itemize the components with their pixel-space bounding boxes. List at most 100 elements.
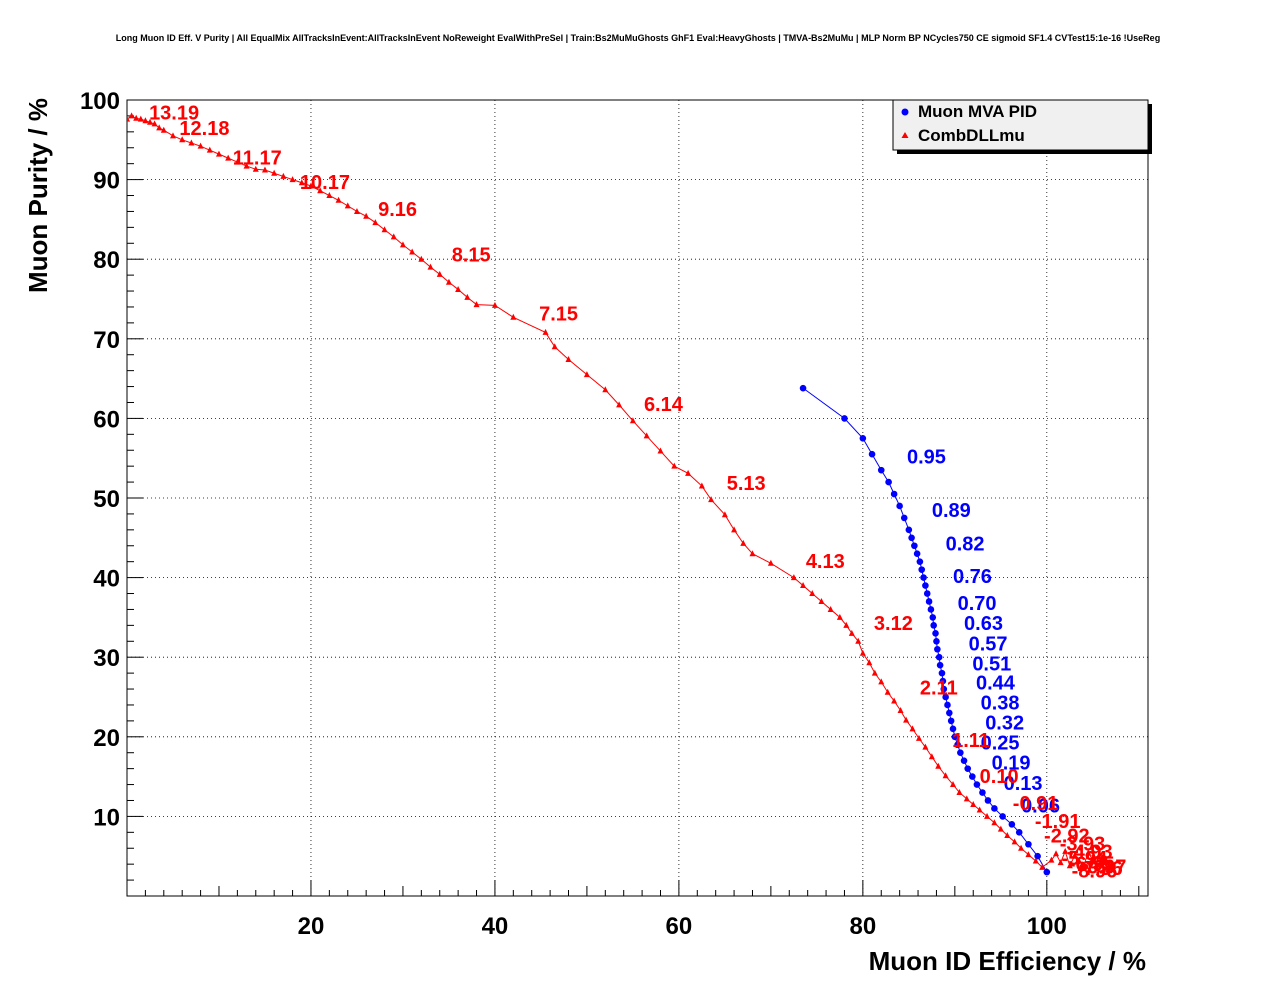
cut-label: 0.89 bbox=[932, 500, 971, 522]
data-point bbox=[542, 328, 549, 335]
data-point bbox=[445, 278, 452, 285]
cut-label: -0.91 bbox=[1013, 793, 1059, 815]
data-point bbox=[616, 401, 623, 408]
data-point bbox=[156, 124, 163, 131]
data-point bbox=[1057, 859, 1064, 866]
data-point bbox=[146, 118, 153, 125]
data-point bbox=[280, 172, 287, 179]
data-point bbox=[215, 150, 222, 157]
data-point bbox=[197, 142, 204, 149]
data-point bbox=[911, 542, 918, 550]
data-point bbox=[455, 285, 462, 292]
data-point bbox=[473, 301, 480, 308]
cut-label: 11.17 bbox=[233, 147, 282, 169]
data-point bbox=[1011, 838, 1018, 845]
data-point bbox=[896, 502, 903, 510]
data-point bbox=[923, 590, 931, 597]
data-point bbox=[1099, 854, 1106, 861]
data-point bbox=[436, 270, 443, 277]
data-point bbox=[984, 812, 991, 819]
data-point bbox=[999, 813, 1006, 820]
data-point bbox=[353, 207, 360, 214]
data-point bbox=[928, 753, 935, 760]
y-tick-label: 50 bbox=[93, 486, 120, 513]
data-point bbox=[984, 797, 992, 804]
cut-label: -6.95 bbox=[1069, 853, 1115, 875]
data-point bbox=[991, 819, 998, 826]
data-point bbox=[551, 343, 558, 350]
data-point bbox=[767, 559, 774, 566]
data-point bbox=[206, 146, 213, 153]
grid-lines bbox=[127, 99, 1148, 896]
x-tick-label: 100 bbox=[1027, 913, 1067, 940]
data-point bbox=[1025, 851, 1032, 858]
x-tick-label: 60 bbox=[666, 913, 693, 940]
data-point bbox=[922, 582, 929, 589]
data-point bbox=[128, 112, 135, 119]
data-point bbox=[685, 469, 692, 476]
data-point bbox=[169, 132, 176, 139]
data-point bbox=[871, 669, 878, 676]
data-point bbox=[1062, 847, 1069, 854]
cut-label: 0.51 bbox=[972, 654, 1011, 676]
data-point bbox=[133, 114, 140, 121]
cut-label: 0.06 bbox=[1021, 795, 1060, 817]
cut-value-labels: 0.95 0.89 0.82 0.76 0.700.630.570.510.440.38… bbox=[149, 103, 1126, 883]
data-point bbox=[963, 795, 970, 802]
data-point bbox=[800, 582, 807, 589]
data-point bbox=[721, 511, 728, 518]
cut-label: -5.94 bbox=[1062, 848, 1108, 870]
data-point bbox=[409, 248, 416, 255]
data-point bbox=[749, 550, 756, 557]
data-point bbox=[1094, 861, 1101, 868]
data-point bbox=[137, 115, 144, 122]
data-point bbox=[949, 725, 957, 733]
cut-label: 7.15 bbox=[539, 303, 578, 325]
y-tick-label: 80 bbox=[93, 247, 120, 274]
data-point bbox=[859, 435, 867, 442]
axis-ticks bbox=[127, 99, 1140, 896]
data-point bbox=[1076, 857, 1083, 864]
data-point bbox=[1053, 850, 1060, 857]
cut-label: 3.12 bbox=[874, 613, 913, 635]
data-point bbox=[225, 154, 232, 161]
data-point bbox=[932, 630, 939, 637]
data-point bbox=[878, 678, 885, 685]
data-point bbox=[1080, 862, 1087, 869]
data-point bbox=[390, 233, 397, 240]
data-point bbox=[841, 415, 848, 422]
data-point bbox=[399, 241, 406, 248]
data-point bbox=[954, 741, 961, 749]
cut-label: 0.44 bbox=[976, 673, 1016, 695]
data-point bbox=[188, 139, 195, 146]
cut-label: 0.13 bbox=[1004, 773, 1043, 795]
data-point bbox=[843, 621, 850, 628]
data-point bbox=[991, 805, 998, 812]
data-point bbox=[790, 574, 797, 581]
data-point bbox=[1043, 868, 1051, 876]
data-point bbox=[827, 605, 834, 612]
data-point bbox=[565, 355, 572, 362]
cut-label: -7.96 bbox=[1077, 858, 1123, 880]
data-point bbox=[925, 598, 933, 605]
data-point bbox=[890, 490, 898, 498]
data-point bbox=[944, 701, 951, 709]
data-point bbox=[942, 693, 949, 701]
data-point bbox=[731, 526, 738, 533]
y-tick-label: 60 bbox=[93, 406, 120, 433]
data-point bbox=[885, 478, 892, 486]
data-point bbox=[973, 781, 981, 788]
y-tick-label: 20 bbox=[93, 725, 120, 752]
data-point bbox=[927, 606, 935, 613]
data-point bbox=[643, 432, 650, 439]
cut-label: 5.13 bbox=[727, 473, 766, 495]
chart-title: Long Muon ID Eff. V Purity | All EqualMi… bbox=[115, 33, 1161, 43]
data-point bbox=[938, 669, 946, 677]
data-point bbox=[1008, 821, 1016, 828]
data-point bbox=[418, 255, 425, 262]
data-point bbox=[1015, 829, 1023, 836]
cut-label: 0.57 bbox=[969, 634, 1008, 656]
data-point bbox=[809, 590, 816, 597]
legend-label-dll: CombDLLmu bbox=[918, 126, 1025, 145]
data-point bbox=[1066, 862, 1073, 869]
